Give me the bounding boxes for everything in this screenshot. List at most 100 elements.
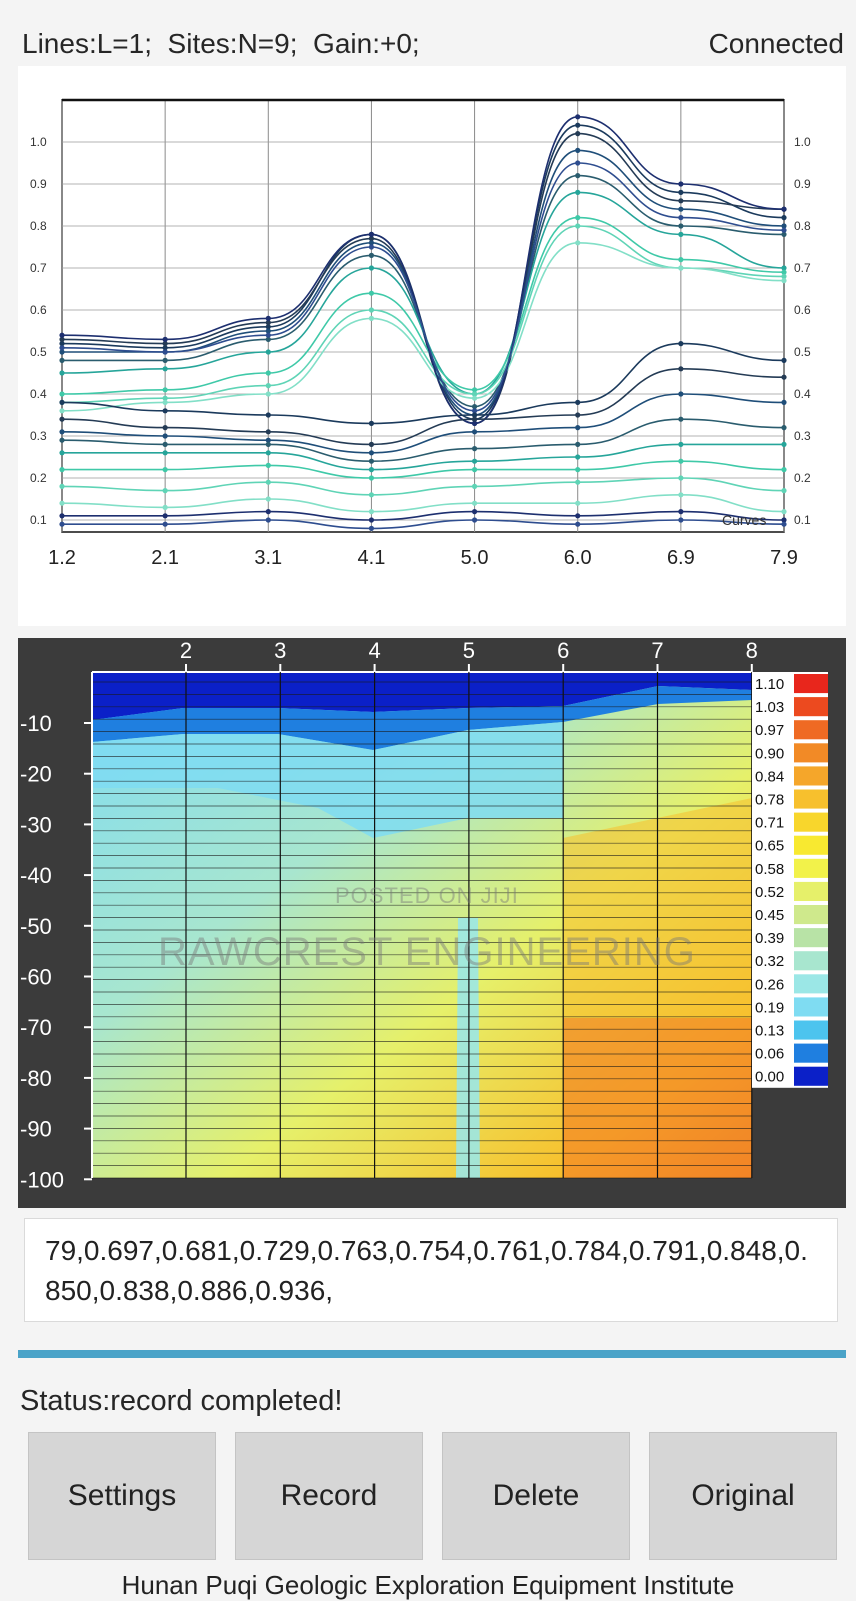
curve-point bbox=[678, 391, 684, 397]
color-scale-swatch bbox=[794, 697, 828, 717]
section-x-tick-label: 6 bbox=[557, 638, 569, 663]
settings-button[interactable]: Settings bbox=[28, 1432, 216, 1560]
curve-point bbox=[678, 475, 684, 481]
curve-trace bbox=[61, 162, 785, 412]
color-scale-swatch bbox=[794, 674, 828, 694]
color-scale-label: 0.58 bbox=[755, 861, 784, 878]
curve-y-tick-left: 0.4 bbox=[30, 387, 47, 401]
color-scale-swatch bbox=[794, 1066, 828, 1086]
curve-trace bbox=[61, 393, 785, 454]
curve-point bbox=[471, 387, 478, 393]
curve-y-tick-left: 0.8 bbox=[30, 219, 47, 233]
curve-point bbox=[575, 240, 581, 246]
curve-point bbox=[162, 433, 168, 439]
curve-point bbox=[575, 513, 581, 519]
original-button[interactable]: Original bbox=[649, 1432, 837, 1560]
curve-point bbox=[678, 215, 684, 221]
color-scale-label: 1.03 bbox=[755, 699, 784, 716]
curve-point bbox=[265, 429, 271, 435]
curve-point bbox=[265, 441, 271, 447]
curve-point bbox=[265, 324, 271, 330]
curve-point bbox=[781, 399, 787, 405]
color-scale-swatch bbox=[794, 881, 828, 901]
curve-point bbox=[678, 517, 684, 523]
curve-trace bbox=[61, 493, 785, 513]
curve-y-tick-right: 0.8 bbox=[794, 219, 811, 233]
curve-point bbox=[575, 215, 581, 221]
curve-point bbox=[162, 408, 168, 414]
section-chart: 2 3 4 5 6 7 8 -10 -20 -30 -40 -50 -60 -70 -80 -90 -100 1… bbox=[20, 638, 828, 1192]
curve-point bbox=[781, 488, 787, 494]
curve-point bbox=[59, 370, 65, 376]
curve-y-tick-right: 0.9 bbox=[794, 177, 811, 191]
curve-x-tick-label: 1.2 bbox=[48, 547, 76, 569]
curve-point bbox=[678, 366, 684, 372]
curve-trace bbox=[61, 149, 785, 416]
progress-divider bbox=[18, 1350, 846, 1358]
curve-y-tick-right: 0.6 bbox=[794, 303, 811, 317]
curve-point bbox=[471, 408, 478, 414]
curve-point bbox=[678, 441, 684, 447]
curve-trace bbox=[61, 225, 785, 404]
curve-point bbox=[575, 131, 581, 137]
section-y-tick-label: -30 bbox=[20, 812, 52, 837]
curve-point bbox=[781, 278, 787, 284]
curve-point bbox=[59, 336, 65, 342]
color-scale-label: 1.10 bbox=[755, 676, 784, 693]
curve-point bbox=[575, 147, 581, 153]
curve-tick-labels: 1.2 2.1 3.1 4.1 5.0 6.0 6.9 7.9 0.1 0.1 0.2 0.2 0.3 0… bbox=[30, 135, 811, 569]
data-readout: 79,0.697,0.681,0.729,0.763,0.754,0.761,0… bbox=[24, 1218, 838, 1322]
curve-point bbox=[678, 206, 684, 212]
curve-point bbox=[575, 500, 581, 506]
curve-point bbox=[368, 467, 375, 473]
curve-y-tick-right: 0.7 bbox=[794, 261, 811, 275]
curve-point bbox=[575, 521, 581, 527]
curve-point bbox=[265, 349, 271, 355]
curve-point bbox=[678, 223, 684, 229]
curve-point bbox=[781, 374, 787, 380]
section-y-tick-label: -20 bbox=[20, 762, 52, 787]
curve-point bbox=[368, 307, 375, 313]
curve-x-tick-label: 7.9 bbox=[770, 547, 798, 569]
curve-point bbox=[265, 412, 271, 418]
color-scale-label: 0.90 bbox=[755, 745, 784, 762]
curve-point bbox=[162, 467, 168, 473]
curve-point bbox=[368, 231, 375, 237]
curve-point bbox=[59, 429, 65, 435]
curve-point bbox=[781, 517, 787, 523]
curve-point bbox=[265, 496, 271, 502]
color-scale-label: 0.39 bbox=[755, 930, 784, 947]
curve-point bbox=[471, 483, 478, 489]
curve-point bbox=[678, 181, 684, 187]
curve-y-tick-left: 0.1 bbox=[30, 513, 47, 527]
curve-point bbox=[575, 114, 581, 120]
curve-point bbox=[162, 513, 168, 519]
curve-point bbox=[265, 479, 271, 485]
curve-point bbox=[368, 509, 375, 515]
curve-point bbox=[59, 341, 65, 347]
curve-point bbox=[575, 122, 581, 128]
curve-point bbox=[781, 215, 787, 221]
curve-point bbox=[678, 257, 684, 263]
curve-point bbox=[265, 450, 271, 456]
curve-plot-frame bbox=[61, 99, 785, 533]
color-scale-label: 0.52 bbox=[755, 884, 784, 901]
curve-point bbox=[781, 509, 787, 515]
curve-trace bbox=[61, 216, 785, 395]
curve-point bbox=[471, 429, 478, 435]
color-scale-swatch bbox=[794, 766, 828, 786]
curve-y-tick-right: 0.1 bbox=[794, 513, 811, 527]
curve-point bbox=[265, 328, 271, 334]
delete-button[interactable]: Delete bbox=[442, 1432, 630, 1560]
color-scale-label: 0.78 bbox=[755, 792, 784, 809]
curve-x-tick-label: 6.9 bbox=[667, 547, 695, 569]
curve-point bbox=[162, 357, 168, 363]
curve-point bbox=[575, 479, 581, 485]
curve-trace bbox=[61, 477, 785, 496]
record-button[interactable]: Record bbox=[235, 1432, 423, 1560]
curve-point bbox=[162, 488, 168, 494]
top-status-bar: Lines:L=1; Sites:N=9; Gain:+0; Connected bbox=[0, 0, 856, 64]
curve-point bbox=[162, 349, 168, 355]
curve-point bbox=[59, 349, 65, 355]
curve-point bbox=[59, 332, 65, 338]
